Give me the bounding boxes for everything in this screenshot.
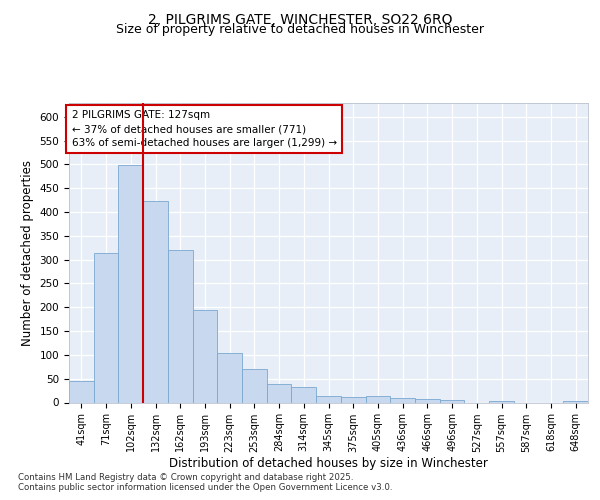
Bar [217, 352, 242, 403]
Bar [143, 200, 168, 402]
Bar [69, 381, 94, 402]
Bar [440, 400, 464, 402]
Bar [341, 397, 365, 402]
Y-axis label: Number of detached properties: Number of detached properties [21, 160, 34, 346]
Bar [168, 250, 193, 402]
Bar [316, 396, 341, 402]
Bar [292, 387, 316, 402]
Bar [415, 399, 440, 402]
X-axis label: Distribution of detached houses by size in Winchester: Distribution of detached houses by size … [169, 458, 488, 470]
Text: 2, PILGRIMS GATE, WINCHESTER, SO22 6RQ: 2, PILGRIMS GATE, WINCHESTER, SO22 6RQ [148, 12, 452, 26]
Bar [489, 400, 514, 402]
Bar [118, 166, 143, 402]
Text: 2 PILGRIMS GATE: 127sqm
← 37% of detached houses are smaller (771)
63% of semi-d: 2 PILGRIMS GATE: 127sqm ← 37% of detache… [71, 110, 337, 148]
Bar [365, 396, 390, 402]
Text: Contains HM Land Registry data © Crown copyright and database right 2025.
Contai: Contains HM Land Registry data © Crown c… [18, 473, 392, 492]
Bar [390, 398, 415, 402]
Bar [94, 254, 118, 402]
Bar [242, 369, 267, 402]
Bar [193, 310, 217, 402]
Bar [563, 400, 588, 402]
Text: Size of property relative to detached houses in Winchester: Size of property relative to detached ho… [116, 22, 484, 36]
Bar [267, 384, 292, 402]
